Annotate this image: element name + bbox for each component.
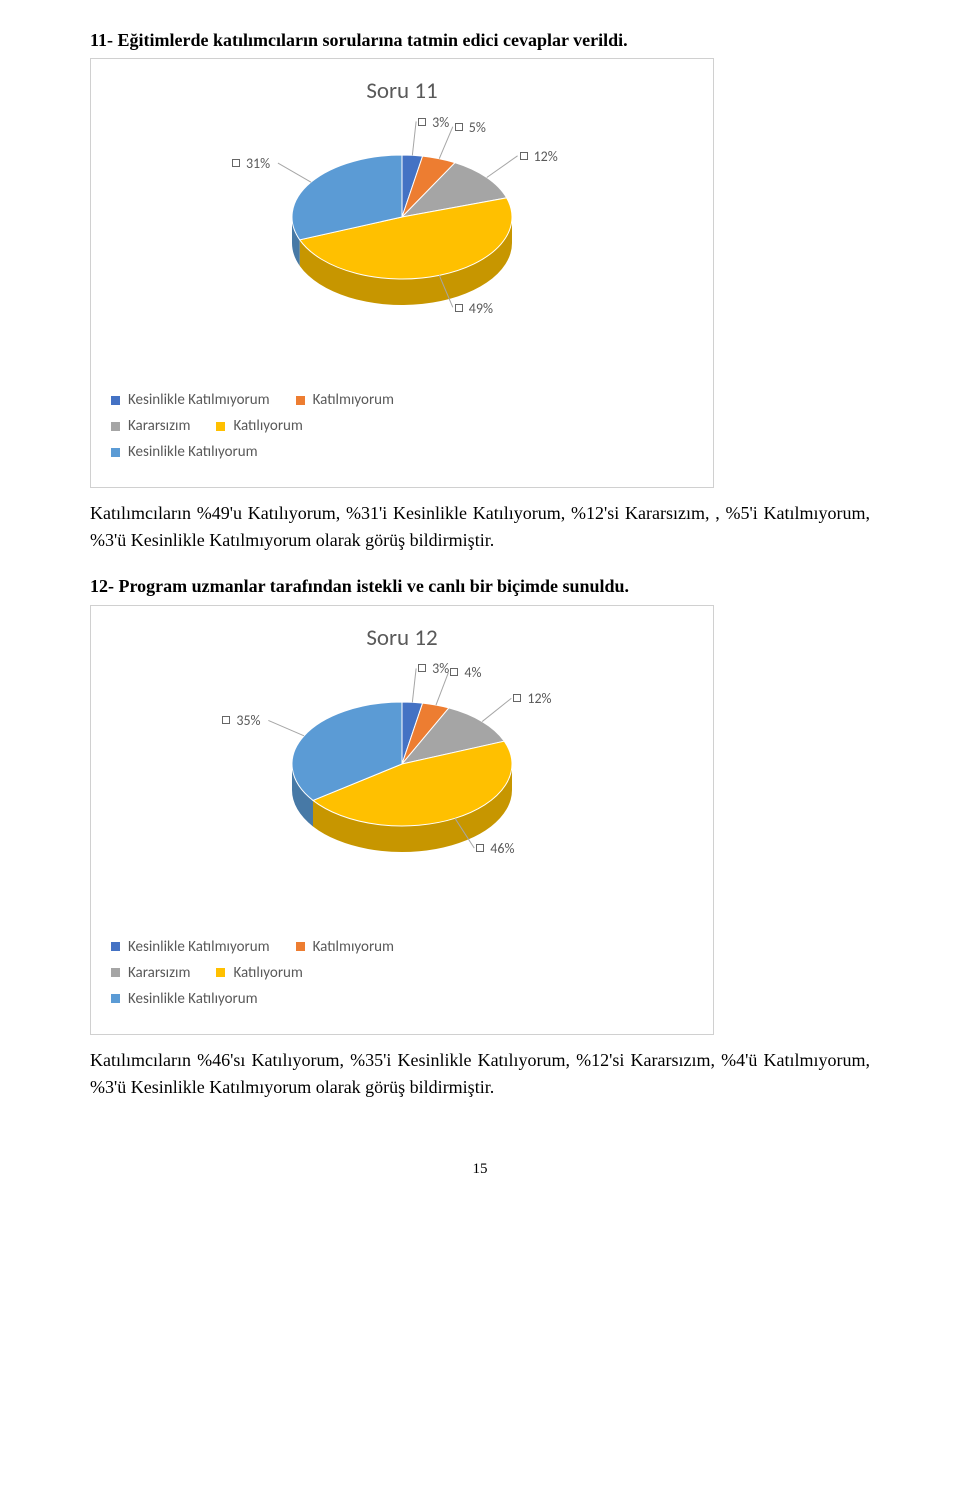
legend-label: Kesinlikle Katılıyorum [128, 990, 258, 1008]
legend-label: Katılmıyorum [313, 391, 394, 409]
legend-swatch [216, 968, 225, 977]
legend-swatch [216, 422, 225, 431]
heading-q11: 11- Eğitimlerde katılımcıların soruların… [90, 28, 870, 52]
legend-label: Katılmıyorum [313, 938, 394, 956]
legend-label: Kararsızım [128, 964, 190, 982]
legend-row: Kesinlikle Katılmıyorum Katılmıyorum [111, 391, 693, 409]
pie-callout: 46% [476, 840, 514, 857]
pie-callout: 12% [513, 690, 551, 707]
pie-callout: 35% [222, 712, 260, 729]
interpretation-q12: Katılımcıların %46'sı Katılıyorum, %35'i… [90, 1047, 870, 1101]
chart-soru-12: Soru 12 3%4% 12% 46% 35% Kesinlikle Katılmı… [90, 605, 714, 1035]
legend-row: Kararsızım Katılıyorum [111, 417, 693, 435]
legend-item: Kesinlikle Katılmıyorum [111, 391, 270, 409]
legend-swatch [296, 396, 305, 405]
legend-item: Kararsızım [111, 417, 190, 435]
legend-item: Katılmıyorum [296, 391, 394, 409]
legend-swatch [111, 994, 120, 1003]
pie-callout: 49% [455, 300, 493, 317]
pie-wrap: 3% 5% 12% 49% 31% [232, 111, 572, 331]
legend-swatch [111, 942, 120, 951]
chart-legend: Kesinlikle Katılmıyorum Katılmıyorum Karar… [111, 391, 693, 461]
pie-callout: 3% [418, 114, 449, 131]
page: 11- Eğitimlerde katılımcıların soruların… [0, 0, 960, 1208]
legend-row: Kesinlikle Katılıyorum [111, 443, 693, 461]
legend-swatch [111, 448, 120, 457]
interpretation-q11: Katılımcıların %49'u Katılıyorum, %31'i … [90, 500, 870, 554]
pie-callouts: 3%4%12%46%35% [232, 658, 572, 878]
pie-wrap: 3%4%12%46%35% [232, 658, 572, 878]
pie-callout: 31% [232, 155, 270, 172]
chart-title: Soru 11 [111, 77, 693, 105]
pie-callout: 3% [418, 660, 449, 677]
legend-label: Kesinlikle Katılmıyorum [128, 938, 270, 956]
heading-q12: 12- Program uzmanlar tarafından istekli … [90, 574, 870, 598]
legend-item: Katılmıyorum [296, 938, 394, 956]
legend-swatch [111, 968, 120, 977]
page-number: 15 [90, 1161, 870, 1178]
legend-item: Kesinlikle Katılıyorum [111, 443, 258, 461]
legend-label: Katılıyorum [233, 964, 302, 982]
legend-item: Kararsızım [111, 964, 190, 982]
legend-row: Kesinlikle Katılmıyorum Katılmıyorum [111, 938, 693, 956]
legend-item: Katılıyorum [216, 417, 302, 435]
chart-title: Soru 12 [111, 624, 693, 652]
pie-callout: 12% [520, 148, 558, 165]
legend-swatch [111, 422, 120, 431]
legend-item: Kesinlikle Katılıyorum [111, 990, 258, 1008]
legend-swatch [296, 942, 305, 951]
legend-label: Kesinlikle Katılmıyorum [128, 391, 270, 409]
chart-soru-11: Soru 11 3% 5% 12% 49% 31% Kesinlikle Katılmı… [90, 58, 714, 488]
chart-legend: Kesinlikle Katılmıyorum Katılmıyorum Karar… [111, 938, 693, 1008]
legend-label: Katılıyorum [233, 417, 302, 435]
legend-row: Kararsızım Katılıyorum [111, 964, 693, 982]
legend-row: Kesinlikle Katılıyorum [111, 990, 693, 1008]
pie-callouts: 3% 5% 12% 49% 31% [232, 111, 572, 331]
legend-label: Kesinlikle Katılıyorum [128, 443, 258, 461]
legend-label: Kararsızım [128, 417, 190, 435]
legend-swatch [111, 396, 120, 405]
pie-callout: 5% [455, 119, 486, 136]
pie-callout: 4% [450, 664, 481, 681]
legend-item: Kesinlikle Katılmıyorum [111, 938, 270, 956]
legend-item: Katılıyorum [216, 964, 302, 982]
